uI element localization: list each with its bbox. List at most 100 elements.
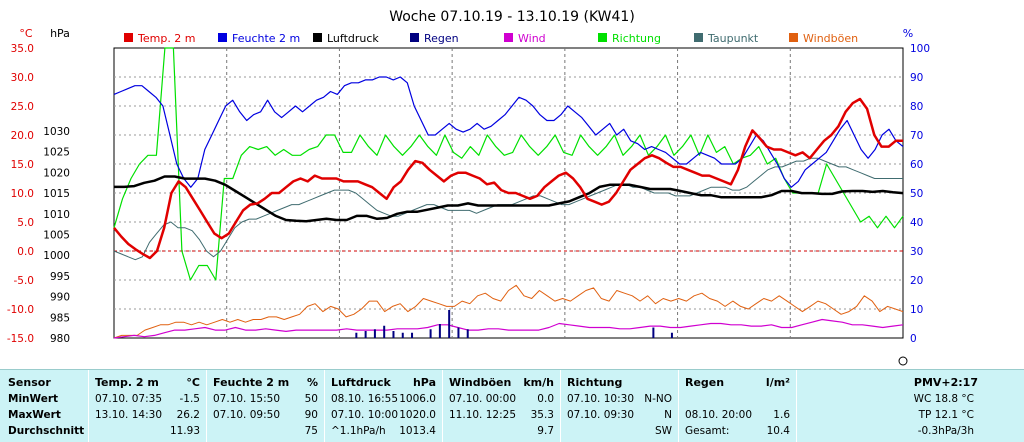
percent-tick-label: 50	[910, 188, 923, 200]
windboeen-min-date: 07.10. 00:00	[449, 393, 516, 405]
temp-tick-label: 30.0	[11, 72, 34, 84]
legend-label: Richtung	[612, 32, 661, 45]
richtung-min-date: 07.10. 10:30	[567, 393, 634, 405]
temp-avg-value: 11.93	[169, 425, 200, 437]
weather-chart: Woche 07.10.19 - 13.10.19 (KW41) °C hPa …	[7, 9, 930, 366]
windboeen-unit: km/h	[523, 376, 554, 389]
percent-tick-label: 30	[910, 246, 923, 258]
col-luftdruck: Luftdruck hPa 08.10. 16:55 1006.0 07.10. 1…	[324, 370, 442, 442]
windboeen-max-value: 35.3	[530, 409, 554, 421]
temp-tick-label: -5.0	[14, 275, 35, 287]
pmv-dewpoint: TP 12.1 °C	[918, 409, 974, 421]
legend-label: Temp. 2 m	[137, 32, 196, 45]
legend-label: Feuchte 2 m	[232, 32, 300, 45]
col-pmv: PMV+2:17 WC 18.8 °C TP 12.1 °C -0.3hPa/3…	[796, 370, 1024, 442]
temp-tick-label: 25.0	[11, 101, 34, 113]
pmv-pressure-trend: -0.3hPa/3h	[917, 425, 974, 437]
col-richtung: Richtung 07.10. 10:30 N-NO 07.10. 09:30 N …	[560, 370, 678, 442]
col-regen: Regen l/m² 08.10. 20:00 1.6 Gesamt: 10.4	[678, 370, 796, 442]
rain-bar	[429, 329, 432, 338]
rain-bar	[373, 329, 376, 338]
percent-tick-label: 20	[910, 275, 923, 287]
legend-swatch	[313, 33, 322, 42]
regen-total-value: 10.4	[766, 425, 790, 437]
legend-label: Taupunkt	[707, 32, 759, 45]
rain-bar	[355, 332, 358, 338]
stats-table: Sensor MinWert MaxWert Durchschnitt Temp…	[0, 369, 1024, 442]
pressure-tick-label: 1020	[43, 167, 70, 179]
series-richtung	[113, 47, 904, 281]
richtung-max-value: N	[664, 409, 672, 421]
pressure-unit-label: hPa	[50, 27, 70, 40]
percent-tick-label: 90	[910, 72, 923, 84]
luftdruck-avg-value: 1013.4	[399, 425, 436, 437]
luftdruck-max-date: 07.10. 10:00	[331, 409, 398, 421]
legend-swatch	[410, 33, 419, 42]
temp-tick-label: 5.0	[17, 217, 34, 229]
percent-tick-label: 0	[910, 333, 917, 345]
series-luftdruck	[114, 175, 904, 223]
legend: Temp. 2 m Feuchte 2 m Luftdruck Regen Wind Ri…	[124, 32, 858, 45]
feuchte-min-value: 50	[304, 393, 318, 405]
feuchte-header: Feuchte 2 m	[213, 376, 290, 389]
richtung-header: Richtung	[567, 376, 623, 389]
legend-label: Windböen	[803, 32, 858, 45]
temp-max-value: 26.2	[176, 409, 200, 421]
rain-bar	[670, 332, 673, 338]
feuchte-unit: %	[306, 376, 318, 389]
richtung-avg-value: SW	[654, 425, 672, 437]
regen-max-value: 1.6	[773, 409, 790, 421]
pmv-windchill: WC 18.8 °C	[913, 393, 974, 405]
pmv-header: PMV+2:17	[913, 376, 978, 389]
legend-swatch	[124, 33, 133, 42]
percent-tick-label: 60	[910, 159, 923, 171]
temp-tick-label: 10.0	[11, 188, 34, 200]
pressure-tick-label: 1030	[43, 126, 70, 138]
legend-label: Luftdruck	[327, 32, 379, 45]
rain-bar	[466, 329, 469, 338]
rain-bar	[438, 324, 441, 338]
col-feuchte: Feuchte 2 m% 07.10. 15:50 50 07.10. 09:50…	[206, 370, 324, 442]
rain-bar	[383, 325, 386, 338]
temp-tick-label: 35.0	[11, 43, 34, 55]
regen-max-date: 08.10. 20:00	[685, 409, 752, 421]
temp-min-value: -1.5	[179, 393, 201, 405]
legend-swatch	[504, 33, 513, 42]
feuchte-max-date: 07.10. 09:50	[213, 409, 280, 421]
regen-total-label: Gesamt:	[685, 425, 730, 437]
rain-bar	[652, 327, 655, 338]
axes: 35.0 30.0 25.0 20.0 15.0 10.0 5.0 0.0 -5.0 -10.0 -…	[7, 43, 930, 345]
percent-tick-label: 10	[910, 304, 923, 316]
pressure-tick-label: 1025	[43, 147, 70, 159]
temp-tick-label: -10.0	[7, 304, 34, 316]
temp-min-date: 07.10. 07:35	[95, 393, 162, 405]
pressure-tick-label: 985	[50, 312, 70, 324]
temp-tick-label: 0.0	[17, 246, 34, 258]
series-wind	[113, 318, 904, 339]
pressure-tick-label: 980	[50, 333, 70, 345]
max-label: MaxWert	[8, 409, 61, 421]
pressure-tick-label: 990	[50, 292, 70, 304]
windboeen-avg-value: 9.7	[537, 425, 554, 437]
status-circle-icon	[898, 356, 908, 366]
luftdruck-unit: hPa	[412, 376, 436, 389]
legend-swatch	[694, 33, 703, 42]
percent-tick-label: 100	[910, 43, 930, 55]
richtung-min-value: N-NO	[644, 393, 672, 405]
windboeen-header: Windböen	[449, 376, 512, 389]
legend-swatch	[598, 33, 607, 42]
richtung-max-date: 07.10. 09:30	[567, 409, 634, 421]
legend-label: Wind	[518, 32, 546, 45]
series-layer	[113, 47, 904, 339]
series-feuchte	[113, 76, 904, 188]
rain-bar	[457, 327, 460, 338]
temp-tick-label: 15.0	[11, 159, 34, 171]
col-temp: Temp. 2 m °C 07.10. 07:35 -1.5 13.10. 14:3…	[88, 370, 206, 442]
series-temp	[113, 97, 903, 260]
luftdruck-max-value: 1020.0	[399, 409, 436, 421]
chart-title: Woche 07.10.19 - 13.10.19 (KW41)	[389, 9, 635, 25]
pressure-tick-label: 1005	[43, 230, 70, 242]
temp-unit-label: °C	[19, 27, 33, 40]
min-label: MinWert	[8, 393, 59, 405]
pressure-tick-label: 995	[50, 271, 70, 283]
